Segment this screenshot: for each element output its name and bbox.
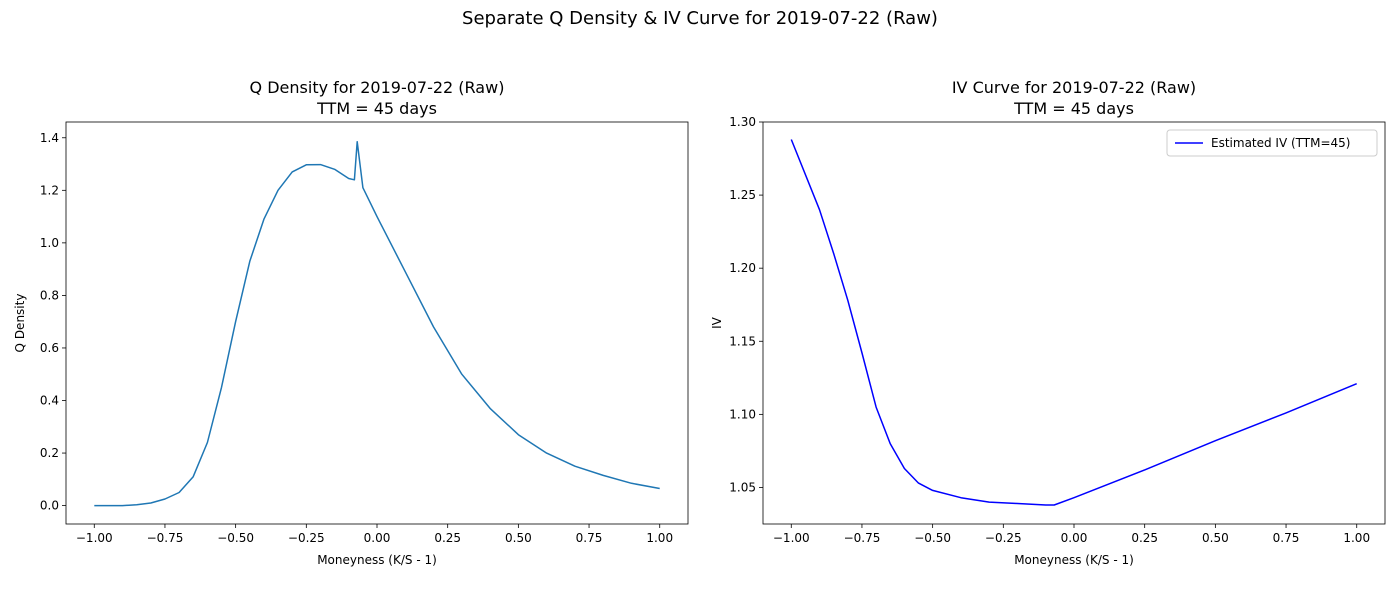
series-line bbox=[94, 140, 660, 507]
x-tick-label: 1.00 bbox=[646, 531, 673, 545]
x-tick-label: 0.00 bbox=[364, 531, 391, 545]
x-tick-label: 0.25 bbox=[434, 531, 461, 545]
y-tick-label: 1.05 bbox=[729, 480, 756, 494]
y-tick-label: 0.8 bbox=[40, 288, 59, 302]
panel-subtitle: TTM = 45 days bbox=[316, 99, 437, 118]
x-tick-label: 0.75 bbox=[1273, 531, 1300, 545]
x-tick-label: 0.75 bbox=[576, 531, 603, 545]
x-tick-label: 0.25 bbox=[1131, 531, 1158, 545]
panel-title: Q Density for 2019-07-22 (Raw) bbox=[250, 78, 505, 97]
x-tick-label: −0.50 bbox=[914, 531, 951, 545]
y-tick-label: 1.25 bbox=[729, 188, 756, 202]
series-line bbox=[790, 139, 1357, 506]
x-tick-label: 1.00 bbox=[1343, 531, 1370, 545]
y-axis-label: IV bbox=[710, 316, 724, 329]
panel-subtitle: TTM = 45 days bbox=[1013, 99, 1134, 118]
x-tick-label: −0.25 bbox=[985, 531, 1022, 545]
y-tick-label: 1.20 bbox=[729, 261, 756, 275]
y-tick-label: 1.30 bbox=[729, 115, 756, 129]
legend-box bbox=[1166, 129, 1378, 157]
x-axis-label: Moneyness (K/S - 1) bbox=[1014, 553, 1134, 567]
legend-label: Estimated IV (TTM=45) bbox=[1211, 136, 1351, 150]
axes-frame bbox=[762, 121, 1386, 525]
panel-title: IV Curve for 2019-07-22 (Raw) bbox=[952, 78, 1196, 97]
y-tick-label: 0.4 bbox=[40, 394, 59, 408]
x-tick-label: −0.75 bbox=[844, 531, 881, 545]
y-tick-label: 0.0 bbox=[40, 499, 59, 513]
y-tick-label: 0.6 bbox=[40, 341, 59, 355]
x-tick-label: −0.75 bbox=[147, 531, 184, 545]
y-tick-label: 1.2 bbox=[40, 183, 59, 197]
x-tick-label: −0.50 bbox=[217, 531, 254, 545]
x-tick-label: −1.00 bbox=[773, 531, 810, 545]
x-axis-label: Moneyness (K/S - 1) bbox=[317, 553, 437, 567]
x-tick-label: −0.25 bbox=[288, 531, 325, 545]
y-tick-label: 1.0 bbox=[40, 236, 59, 250]
y-tick-label: 0.2 bbox=[40, 446, 59, 460]
y-tick-label: 1.10 bbox=[729, 407, 756, 421]
y-tick-label: 1.4 bbox=[40, 131, 59, 145]
x-tick-label: −1.00 bbox=[76, 531, 113, 545]
x-tick-label: 0.00 bbox=[1061, 531, 1088, 545]
x-tick-label: 0.50 bbox=[1202, 531, 1229, 545]
figure-title: Separate Q Density & IV Curve for 2019-0… bbox=[462, 8, 938, 29]
x-tick-label: 0.50 bbox=[505, 531, 532, 545]
axes-frame bbox=[65, 121, 689, 525]
y-tick-label: 1.15 bbox=[729, 334, 756, 348]
y-axis-label: Q Density bbox=[13, 294, 27, 353]
